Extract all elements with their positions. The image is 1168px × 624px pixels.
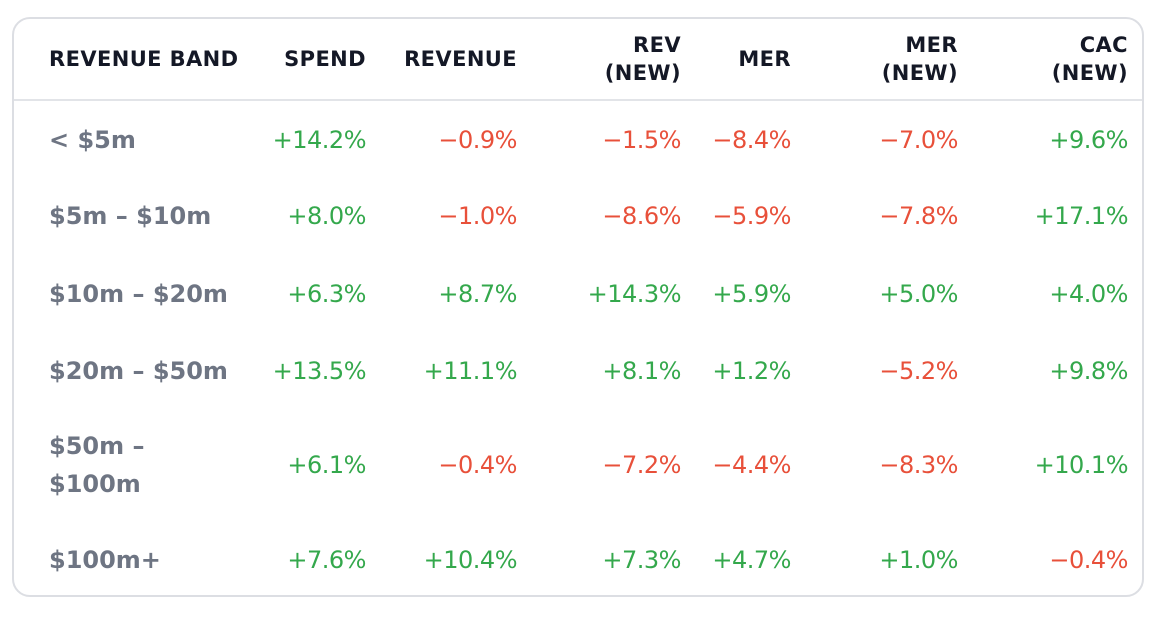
- cac-new-cell: −0.4%: [1049, 545, 1128, 574]
- revenue-cell: −1.0%: [438, 202, 517, 230]
- revenue-cell: −0.9%: [438, 125, 517, 154]
- header-cac-new-line1: CAC: [1079, 33, 1128, 57]
- spend-cell: +6.1%: [287, 451, 366, 479]
- revenue-band-label: $20m – $50m: [49, 356, 228, 385]
- table-row: $10m – $20m +6.3% +8.7% +14.3% +5.9% +5.…: [14, 254, 1142, 333]
- row-spacer: [1128, 178, 1142, 254]
- spend-cell: +8.0%: [287, 202, 366, 230]
- cac-new-cell: +4.0%: [1049, 279, 1128, 308]
- row-spacer: [1128, 522, 1142, 597]
- mer-cell: +1.2%: [712, 356, 791, 385]
- revenue-band-cell: < $5m: [14, 100, 264, 178]
- mer-cell: +4.7%: [712, 545, 791, 574]
- revenue-band-label: $5m – $10m: [49, 202, 212, 230]
- revenue-band-label: < $5m: [49, 125, 136, 154]
- revenue-band-cell: $20m – $50m: [14, 333, 264, 408]
- mer-new-cell: −5.2%: [879, 356, 958, 385]
- row-spacer: [1128, 254, 1142, 333]
- revenue-band-label-line2: $100m: [49, 470, 141, 498]
- revenue-cell: +8.7%: [438, 279, 517, 308]
- revenue-band-cell: $10m – $20m: [14, 254, 264, 333]
- header-mer-new-line1: MER: [905, 33, 958, 57]
- revenue-band-label: $100m+: [49, 545, 161, 574]
- spend-cell: +13.5%: [272, 356, 367, 385]
- table-row: $50m – $100m +6.1% −0.4% −7.2% −4.4% −8.3…: [14, 408, 1142, 522]
- header-revenue: REVENUE: [366, 19, 517, 101]
- table-row: $5m – $10m +8.0% −1.0% −8.6% −5.9% −7.8%…: [14, 178, 1142, 254]
- table-row: < $5m +14.2% −0.9% −1.5% −8.4% −7.0% +9.…: [14, 100, 1142, 178]
- mer-cell: −8.4%: [712, 125, 791, 154]
- spend-cell: +14.2%: [272, 125, 367, 154]
- rev-new-cell: +7.3%: [602, 545, 681, 574]
- mer-new-cell: −7.0%: [879, 125, 958, 154]
- rev-new-cell: −7.2%: [602, 451, 681, 479]
- header-cac-new-line2: (NEW): [1051, 61, 1128, 85]
- cac-new-cell: +17.1%: [1034, 202, 1129, 230]
- mer-cell: −5.9%: [712, 202, 791, 230]
- revenue-cell: +11.1%: [423, 356, 518, 385]
- cac-new-cell: +9.6%: [1049, 125, 1128, 154]
- cac-new-cell: +10.1%: [1034, 451, 1129, 479]
- spend-cell: +7.6%: [287, 545, 366, 574]
- revenue-cell: −0.4%: [438, 451, 517, 479]
- rev-new-cell: +14.3%: [587, 279, 682, 308]
- mer-new-cell: −7.8%: [879, 202, 958, 230]
- mer-new-cell: +5.0%: [879, 279, 958, 308]
- rev-new-cell: −1.5%: [602, 125, 681, 154]
- table-header-row: REVENUE BAND SPEND REVENUE REV (NEW) MER …: [14, 19, 1142, 101]
- header-mer: MER: [681, 19, 791, 101]
- header-rev-new: REV (NEW): [517, 19, 681, 101]
- revenue-band-table: REVENUE BAND SPEND REVENUE REV (NEW) MER …: [14, 19, 1142, 597]
- mer-cell: −4.4%: [712, 451, 791, 479]
- spend-cell: +6.3%: [287, 279, 366, 308]
- mer-cell: +5.9%: [712, 279, 791, 308]
- row-spacer: [1128, 333, 1142, 408]
- row-spacer: [1128, 100, 1142, 178]
- rev-new-cell: −8.6%: [602, 202, 681, 230]
- revenue-cell: +10.4%: [423, 545, 518, 574]
- rev-new-cell: +8.1%: [602, 356, 681, 385]
- header-cac-new: CAC (NEW): [958, 19, 1128, 101]
- header-spend: SPEND: [264, 19, 366, 101]
- revenue-band-cell: $50m – $100m: [14, 408, 264, 522]
- revenue-band-label: $10m – $20m: [49, 279, 228, 308]
- header-revenue-band: REVENUE BAND: [14, 19, 264, 101]
- table-row: $100m+ +7.6% +10.4% +7.3% +4.7% +1.0% −0…: [14, 522, 1142, 597]
- revenue-band-cell: $100m+: [14, 522, 264, 597]
- header-rev-new-line1: REV: [633, 33, 681, 57]
- revenue-band-table-card: REVENUE BAND SPEND REVENUE REV (NEW) MER …: [12, 17, 1144, 597]
- header-mer-new: MER (NEW): [791, 19, 958, 101]
- table-row: $20m – $50m +13.5% +11.1% +8.1% +1.2% −5…: [14, 333, 1142, 408]
- header-mer-new-line2: (NEW): [881, 61, 958, 85]
- mer-new-cell: −8.3%: [879, 451, 958, 479]
- cac-new-cell: +9.8%: [1049, 356, 1128, 385]
- header-spacer: [1128, 19, 1142, 101]
- mer-new-cell: +1.0%: [879, 545, 958, 574]
- row-spacer: [1128, 408, 1142, 522]
- revenue-band-label: $50m –: [49, 432, 145, 460]
- header-rev-new-line2: (NEW): [604, 61, 681, 85]
- revenue-band-cell: $5m – $10m: [14, 178, 264, 254]
